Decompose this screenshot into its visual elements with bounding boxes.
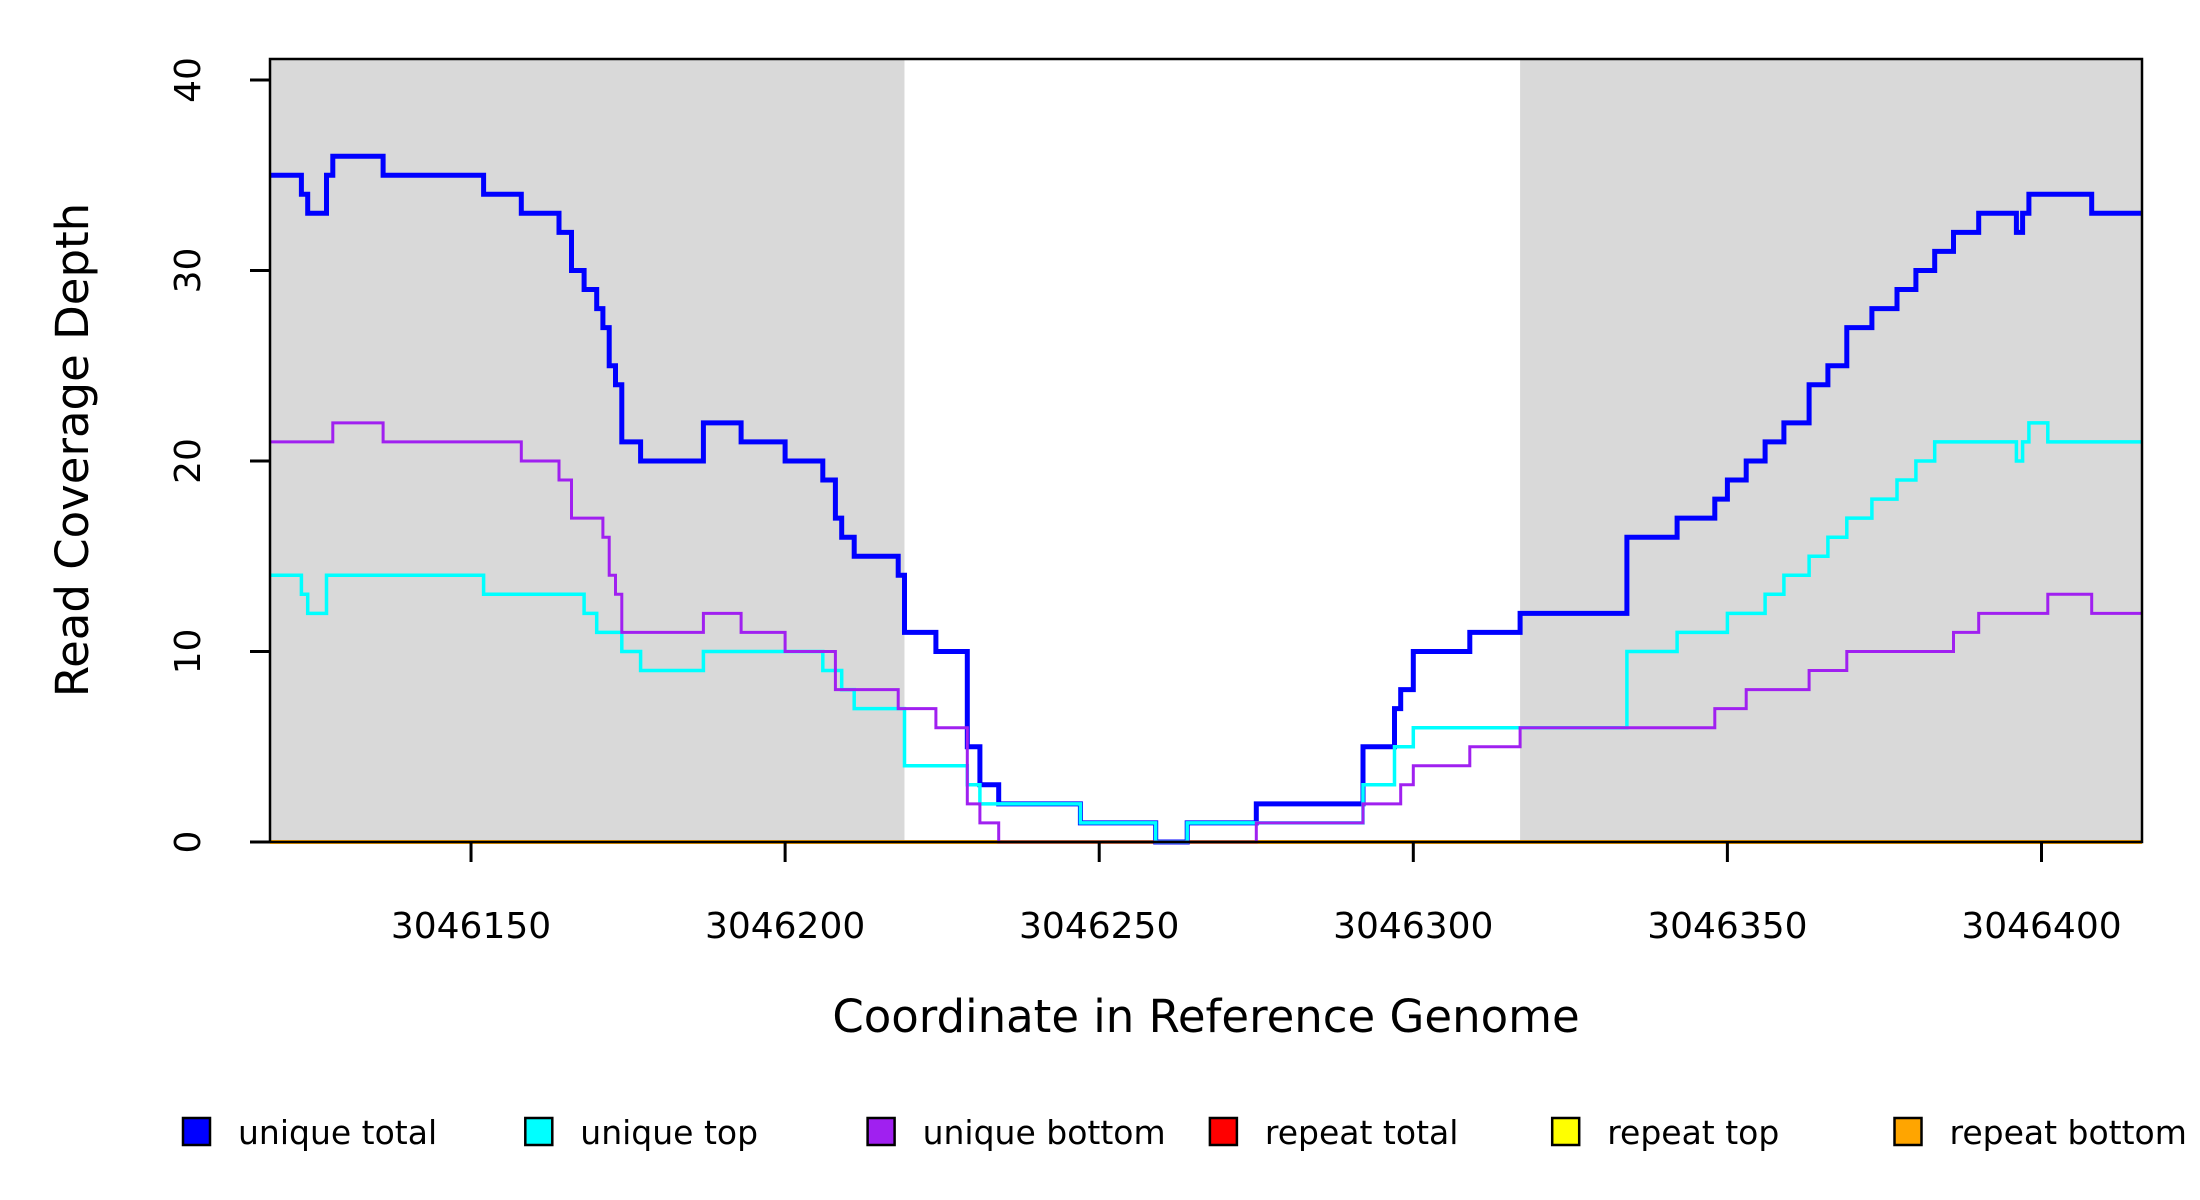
y-tick-label: 20: [168, 438, 209, 484]
y-axis-title: Read Coverage Depth: [46, 203, 99, 697]
shaded-repeat-bands: [270, 59, 2142, 842]
repeat-region-band-right: [1520, 59, 2142, 842]
series-line-unique-bottom: [270, 421, 2142, 844]
legend-swatch-unique-total: [181, 1116, 212, 1147]
legend-label: unique bottom: [923, 1113, 1166, 1152]
legend-label: repeat top: [1607, 1113, 1779, 1152]
x-axis-title: Coordinate in Reference Genome: [832, 990, 1579, 1043]
y-tick-label: 0: [168, 831, 209, 854]
plot-border-box: [268, 57, 2144, 844]
legend-swatch-unique-bottom: [866, 1116, 896, 1147]
y-tick-label: 40: [168, 57, 209, 103]
legend-label: unique top: [580, 1113, 758, 1152]
x-tick-label: 3046250: [1019, 906, 1179, 947]
legend-swatch-repeat-bottom: [1893, 1116, 1923, 1147]
y-tick-label: 30: [168, 248, 209, 294]
legend-item-unique-top: unique top: [524, 1113, 758, 1152]
legend-swatch-repeat-top: [1550, 1116, 1581, 1147]
legend-label: repeat total: [1265, 1113, 1459, 1152]
y-tick-label: 10: [168, 629, 209, 675]
legend-swatch-unique-top: [524, 1116, 554, 1147]
legend-item-unique-bottom: unique bottom: [866, 1113, 1166, 1152]
repeat-region-band-left: [270, 59, 905, 842]
legend-item-repeat-top: repeat top: [1550, 1113, 1779, 1152]
y-axis: 0 10 20 30 40: [168, 57, 270, 853]
x-tick-label: 3046350: [1647, 906, 1807, 947]
legend-item-repeat-total: repeat total: [1208, 1113, 1459, 1152]
plot-box-outline: [268, 57, 2144, 844]
chart-legend: unique total unique top unique bottom repea…: [181, 1113, 2187, 1152]
x-tick-label: 3046400: [1961, 906, 2121, 947]
x-axis: 3046150 3046200 3046250 3046300 3046350 30464…: [391, 842, 2122, 947]
legend-label: repeat bottom: [1950, 1113, 2187, 1152]
legend-swatch-repeat-total: [1208, 1116, 1239, 1147]
x-tick-label: 3046200: [705, 906, 865, 947]
x-tick-label: 3046300: [1333, 906, 1493, 947]
legend-item-unique-total: unique total: [181, 1113, 437, 1152]
legend-item-repeat-bottom: repeat bottom: [1893, 1113, 2187, 1152]
x-tick-label: 3046150: [391, 906, 551, 947]
legend-label: unique total: [238, 1113, 437, 1152]
